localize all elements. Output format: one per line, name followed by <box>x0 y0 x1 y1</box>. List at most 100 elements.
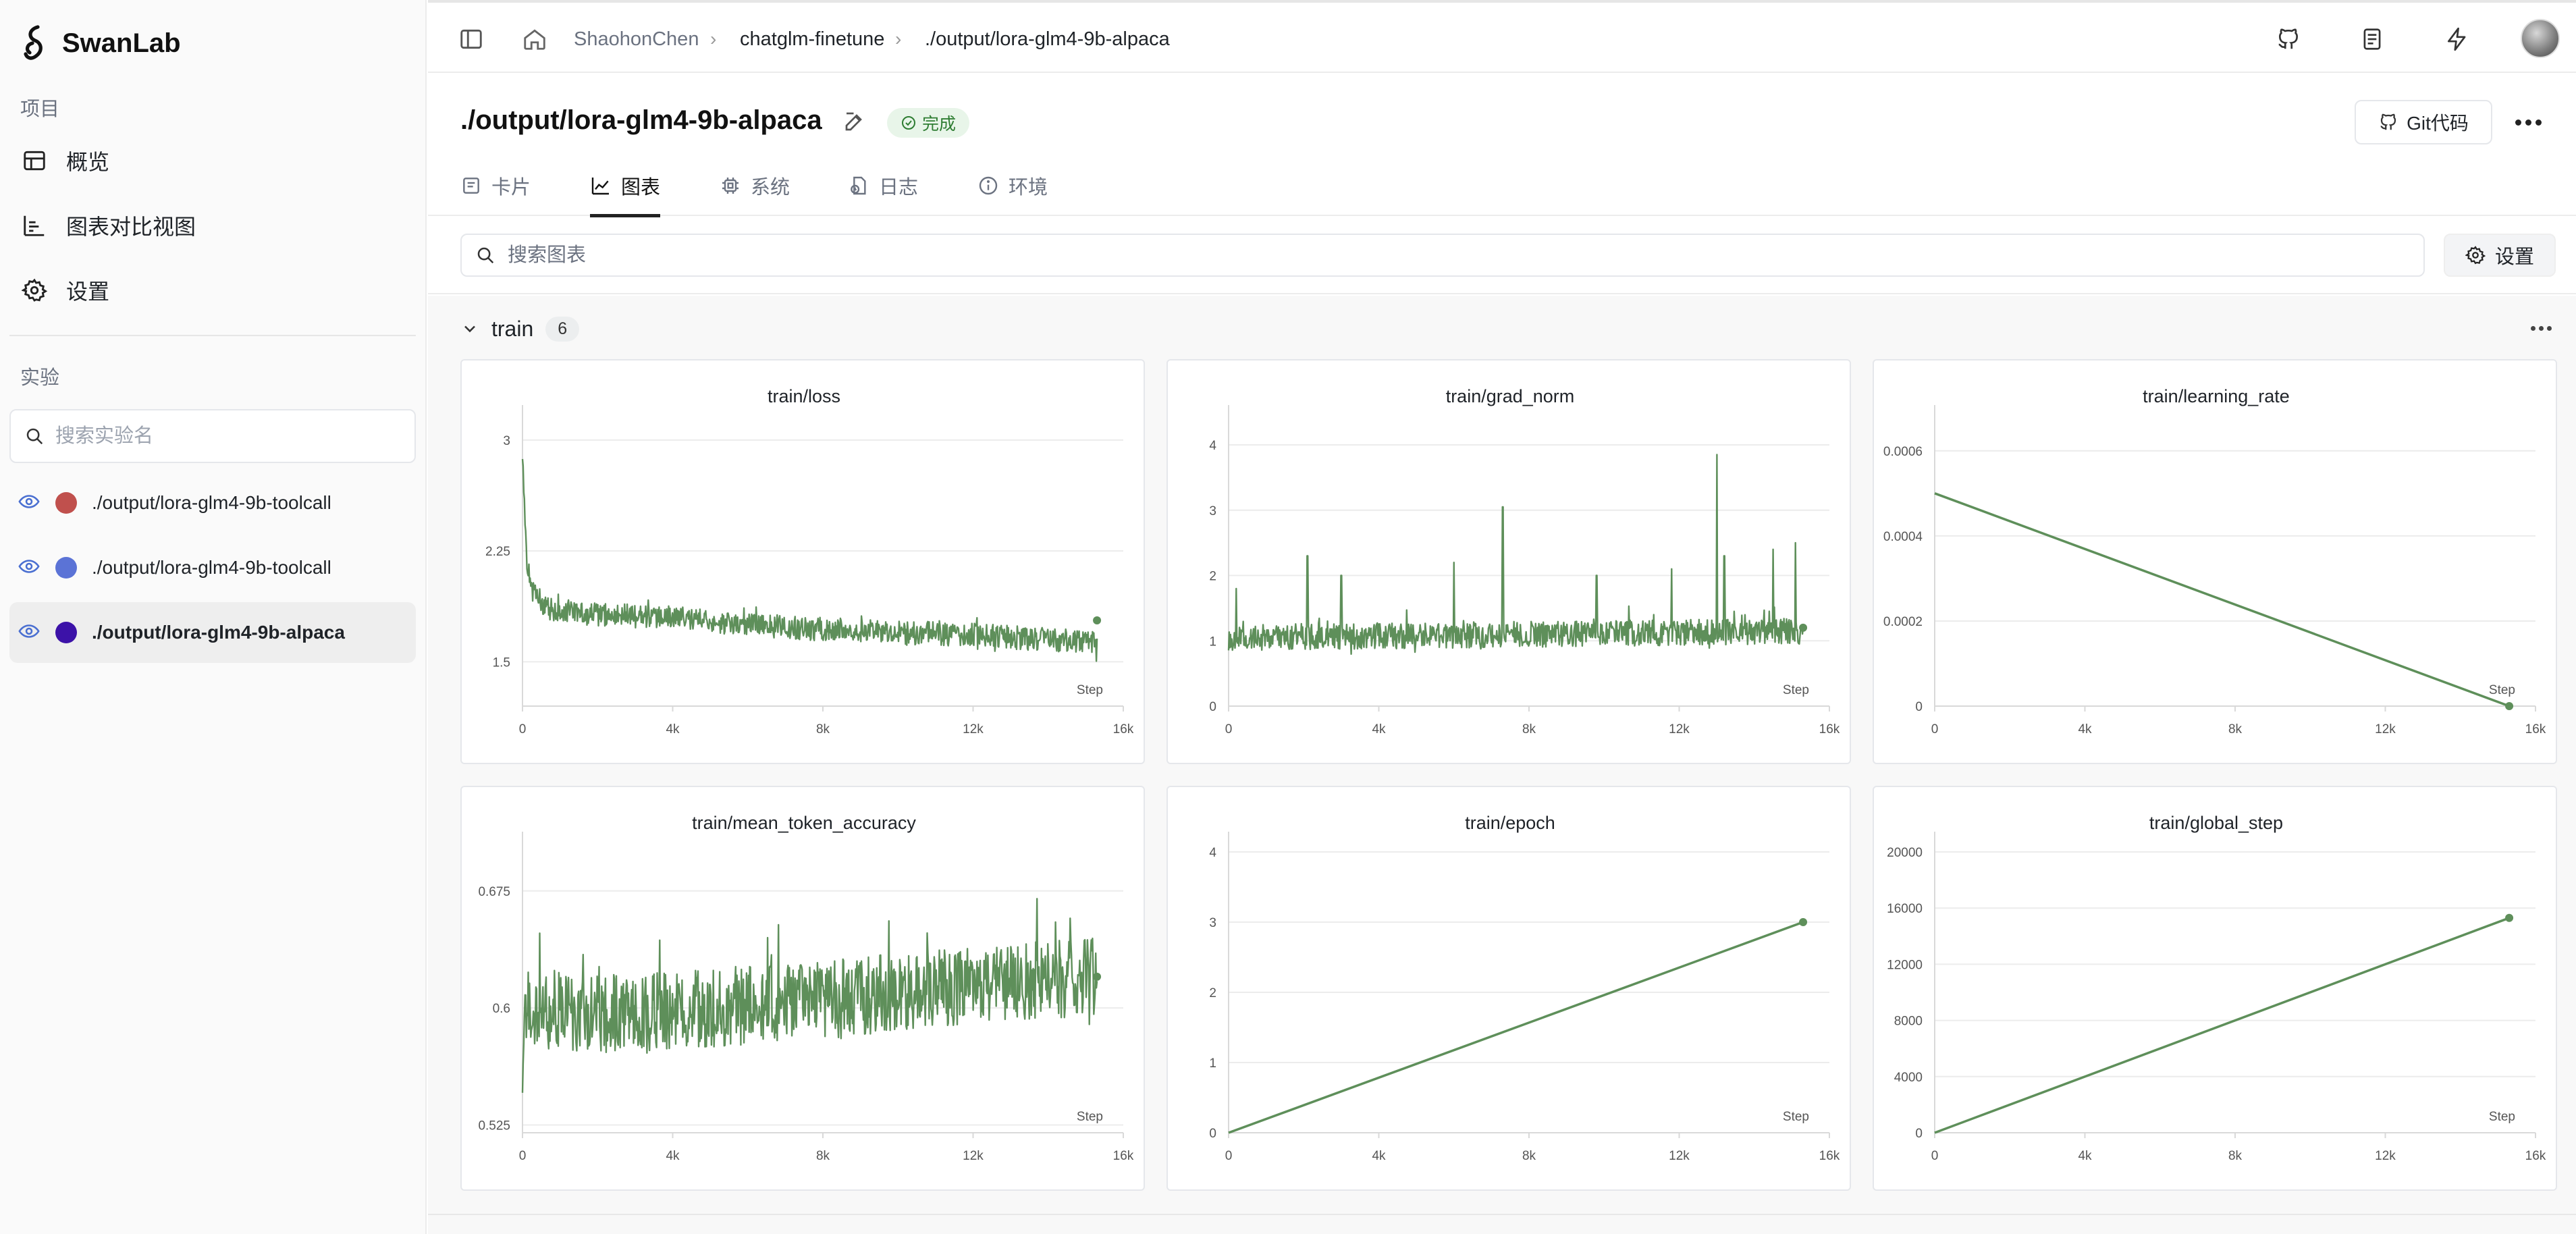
experiment-name: ./output/lora-glm4-9b-alpaca <box>92 622 345 643</box>
eye-icon[interactable] <box>18 555 41 581</box>
chart-search-input[interactable] <box>508 244 2398 267</box>
series-end-point <box>1093 616 1102 625</box>
gear-icon <box>20 276 49 304</box>
series-line <box>1934 917 2510 1134</box>
tab-environment[interactable]: 环境 <box>977 155 1048 216</box>
tab-system[interactable]: 系统 <box>720 155 790 216</box>
nav-settings-label: 设置 <box>66 279 110 304</box>
chart-svg: train/loss 1.5 2.25 3 0 4k 8k 12k 16k Step <box>485 386 1134 736</box>
experiment-item-active[interactable]: ./output/lora-glm4-9b-alpaca <box>9 602 416 663</box>
card-icon <box>463 178 479 194</box>
series-end-point <box>1093 972 1102 981</box>
y-tick-label: 3 <box>1209 504 1216 518</box>
chart-settings-label: 设置 <box>2494 246 2534 268</box>
x-axis-label: Step <box>1783 683 1809 697</box>
search-icon <box>26 428 43 445</box>
x-tick-label: 16k <box>1113 1149 1134 1163</box>
chart-title: train/epoch <box>1465 813 1555 833</box>
app-logo[interactable]: SwanLab <box>20 24 181 62</box>
experiment-search[interactable] <box>9 409 416 463</box>
group-more-icon[interactable] <box>2527 320 2554 336</box>
nav-overview-label: 概览 <box>66 150 110 174</box>
y-tick-label: 0.0002 <box>1883 615 1923 629</box>
home-icon[interactable] <box>521 26 548 53</box>
x-tick-label: 4k <box>2078 722 2092 736</box>
chart-settings-button[interactable]: 设置 <box>2444 234 2556 277</box>
git-code-button[interactable]: Git代码 <box>2355 100 2492 144</box>
series-end-point <box>2505 702 2514 710</box>
chart-svg: train/mean_token_accuracy 0.525 0.6 0.675 0 4… <box>478 813 1134 1163</box>
breadcrumb-user[interactable]: ShaohonChen <box>574 28 699 50</box>
x-axis-label: Step <box>1077 1110 1103 1124</box>
nav-chart-compare[interactable]: 图表对比视图 <box>9 197 416 254</box>
breadcrumb-project[interactable]: chatglm-finetune <box>740 28 885 50</box>
y-tick-label: 4 <box>1209 846 1216 860</box>
x-tick-label: 16k <box>2525 1149 2546 1163</box>
nav-overview[interactable]: 概览 <box>9 132 416 189</box>
chart-card-loss[interactable]: train/loss 1.5 2.25 3 0 4k 8k 12k 16k Step <box>460 359 1145 764</box>
docs-icon[interactable] <box>2359 26 2386 53</box>
y-tick-label: 0.675 <box>478 885 510 899</box>
swanlab-logo-icon <box>24 25 43 60</box>
x-tick-label: 4k <box>666 722 680 736</box>
github-icon[interactable] <box>2275 26 2302 53</box>
tab-charts[interactable]: 图表 <box>590 155 661 217</box>
lightning-icon[interactable] <box>2444 26 2471 53</box>
user-avatar[interactable] <box>2521 19 2560 58</box>
chart-svg: train/learning_rate 0 0.0002 0.0004 0.0006 0 4… <box>1883 386 2546 736</box>
y-tick-label: 0 <box>1915 700 1923 714</box>
more-options-icon[interactable] <box>2511 108 2545 136</box>
chart-card-global-step[interactable]: train/global_step 0 4000 8000 12000 16000 2000… <box>1873 786 2557 1191</box>
chart-title: train/learning_rate <box>2143 386 2290 406</box>
table-icon <box>20 146 49 175</box>
chart-card-grad-norm[interactable]: train/grad_norm 0 1 2 3 4 0 4k 8k 12k 16k Step <box>1166 359 1851 764</box>
eye-icon[interactable] <box>18 490 41 516</box>
chart-title: train/grad_norm <box>1446 386 1575 406</box>
y-tick-label: 3 <box>503 434 510 448</box>
git-code-label: Git代码 <box>2407 113 2469 134</box>
x-tick-label: 12k <box>2375 722 2396 736</box>
y-tick-label: 0 <box>1209 1127 1216 1141</box>
tab-bar: 卡片 图表 系统 日志 环境 <box>428 155 2576 217</box>
tab-cards[interactable]: 卡片 <box>460 155 531 216</box>
x-tick-label: 8k <box>816 1149 830 1163</box>
x-axis-label: Step <box>1077 683 1103 697</box>
y-tick-label: 2 <box>1209 986 1216 1000</box>
experiment-name: ./output/lora-glm4-9b-toolcall <box>92 557 331 578</box>
x-tick-label: 12k <box>2375 1149 2396 1163</box>
chart-svg: train/epoch 0 1 2 3 4 0 4k 8k 12k 16k Step <box>1209 813 1840 1163</box>
tab-label: 环境 <box>1009 177 1048 198</box>
x-tick-label: 12k <box>1669 1149 1690 1163</box>
chart-card-epoch[interactable]: train/epoch 0 1 2 3 4 0 4k 8k 12k 16k Step <box>1166 786 1851 1191</box>
chart-group-count: 6 <box>545 316 580 342</box>
eye-icon[interactable] <box>18 620 41 646</box>
bar-chart-icon <box>20 211 49 240</box>
y-tick-label: 1 <box>1209 1056 1216 1071</box>
x-tick-label: 0 <box>1931 1149 1939 1163</box>
chart-card-mean-token-accuracy[interactable]: train/mean_token_accuracy 0.525 0.6 0.675 0 4… <box>460 786 1145 1191</box>
nav-settings[interactable]: 设置 <box>9 262 416 319</box>
chart-group-header[interactable]: train 6 <box>460 312 580 346</box>
x-tick-label: 4k <box>666 1149 680 1163</box>
chart-group-name: train <box>491 316 534 341</box>
check-circle-icon <box>902 116 915 130</box>
sidebar-divider <box>9 335 416 336</box>
experiment-color-dot <box>55 622 77 643</box>
edit-icon[interactable] <box>842 109 867 134</box>
experiment-item[interactable]: ./output/lora-glm4-9b-toolcall <box>9 473 416 533</box>
sidebar: SwanLab 项目 概览 图表对比视图 设置 实验 ./output/lora… <box>0 0 427 1234</box>
y-tick-label: 8000 <box>1894 1015 1923 1029</box>
experiment-item[interactable]: ./output/lora-glm4-9b-toolcall <box>9 537 416 598</box>
experiment-section-label: 实验 <box>20 367 60 389</box>
status-badge: 完成 <box>887 108 970 138</box>
chart-title: train/mean_token_accuracy <box>692 813 916 833</box>
chart-search[interactable] <box>460 234 2425 277</box>
x-tick-label: 0 <box>519 1149 527 1163</box>
experiment-search-input[interactable] <box>55 425 406 448</box>
sidebar-toggle-icon[interactable] <box>458 26 485 53</box>
tab-logs[interactable]: 日志 <box>848 155 918 216</box>
chart-area: train 6 train/loss 1.5 2.25 3 0 4k 8k 12k 16k Ste… <box>428 296 2576 1234</box>
chart-card-learning-rate[interactable]: train/learning_rate 0 0.0002 0.0004 0.0006 0 4… <box>1873 359 2557 764</box>
breadcrumb-separator-icon: › <box>895 28 902 49</box>
x-axis-label: Step <box>2489 1110 2515 1124</box>
